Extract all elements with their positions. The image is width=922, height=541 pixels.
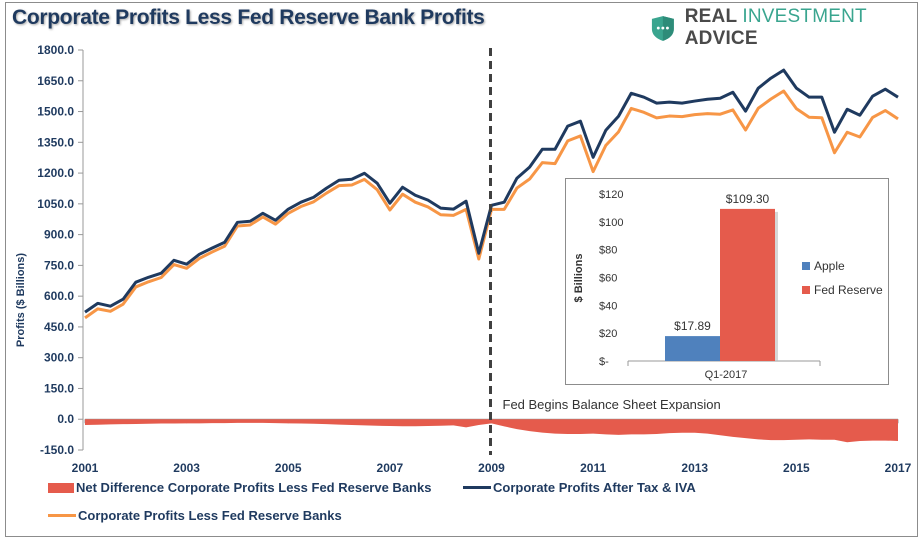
shield-dots-icon [651,15,674,41]
y-tick-label: 1200.0 [37,166,74,180]
y-tick-label: 300.0 [44,351,74,365]
logo-word-real: REAL [684,6,737,27]
x-tick-label: 2001 [72,461,99,475]
annotation-layer: Fed Begins Balance Sheet Expansion [489,48,721,455]
inset-y-tick-label: $40 [599,300,617,312]
inset-legend-label: Fed Reserve [814,283,883,297]
x-tick-label: 2011 [580,461,606,475]
inset-x-tick-label: Q1-2017 [705,369,748,381]
logo-word-advice: ADVICE [684,28,758,49]
inset-y-tick-label: $60 [599,273,617,285]
annotation-text: Fed Begins Balance Sheet Expansion [503,397,721,412]
legend-item-less-fed: Corporate Profits Less Fed Reserve Banks [48,508,342,523]
inset-legend-label: Apple [814,259,845,273]
y-axis: -150.0 0.0 150.0 300.0 450.0 600.0 750.0 900.0 1… [37,43,84,457]
inset-y-tick-label: $80 [599,245,617,257]
inset-legend-swatch [802,286,810,294]
y-tick-label: 1350.0 [37,135,74,149]
y-tick-label: 1800.0 [37,43,74,57]
chart-title: Corporate Profits Less Fed Reserve Bank … [12,6,485,29]
x-tick-label: 2013 [681,461,708,475]
bar-apple [665,336,720,361]
inset-legend-swatch [802,262,810,270]
net-difference-area [85,419,898,443]
inset-y-tick-label: $100 [599,217,623,229]
x-tick-label: 2005 [275,461,302,475]
inset-y-axis-label: $ Billions [573,254,585,303]
legend-item-corporate-profits: Corporate Profits After Tax & IVA [463,480,696,495]
legend-swatch-red [48,482,74,493]
x-tick-label: 2003 [173,461,200,475]
inset-y-axis: $- $20 $40 $60 $80 $100 $120 [599,189,821,368]
inset-bars: $17.89 $109.30 [665,192,778,361]
logo: REAL INVESTMENT ADVICE [651,6,922,50]
x-tick-label: 2007 [377,461,404,475]
inset-legend: Apple Fed Reserve [802,259,883,297]
inset-y-tick-label: $20 [599,328,617,340]
logo-text: REAL INVESTMENT ADVICE [685,6,922,50]
chart-frame [5,2,918,537]
x-tick-label: 2009 [478,461,505,475]
y-tick-label: 750.0 [44,258,74,272]
bar-data-label: $109.30 [726,192,770,206]
legend-label: Net Difference Corporate Profits Less Fe… [76,480,432,495]
y-tick-label: 1050.0 [37,197,74,211]
y-tick-label: 1500.0 [37,105,74,119]
logo-word-investment: INVESTMENT [742,6,867,27]
y-tick-label: -150.0 [40,443,74,457]
bar-data-label: $17.89 [674,319,711,333]
legend-swatch-orange [48,514,76,517]
inset-y-tick-label: $- [599,356,609,368]
y-tick-label: 1650.0 [37,74,74,88]
legend-swatch-navy [463,486,491,489]
y-tick-label: 600.0 [44,289,74,303]
y-tick-label: 900.0 [44,228,74,242]
legend-label: Corporate Profits Less Fed Reserve Banks [78,508,342,523]
legend-label: Corporate Profits After Tax & IVA [493,480,696,495]
x-tick-label: 2015 [783,461,810,475]
x-tick-label: 2017 [885,461,912,475]
y-tick-label: 150.0 [44,381,74,395]
area-net-difference [85,419,898,443]
legend-item-net-difference: Net Difference Corporate Profits Less Fe… [48,480,431,495]
inset-bar-chart: $- $20 $40 $60 $80 $100 $120 $17.89 $109.30 App… [565,178,889,385]
y-tick-label: 0.0 [57,412,74,426]
bar-fed-reserve [720,208,775,361]
y-axis-label: Profits ($ Billions) [15,253,27,347]
inset-y-tick-label: $120 [599,189,623,201]
y-tick-label: 450.0 [44,320,74,334]
